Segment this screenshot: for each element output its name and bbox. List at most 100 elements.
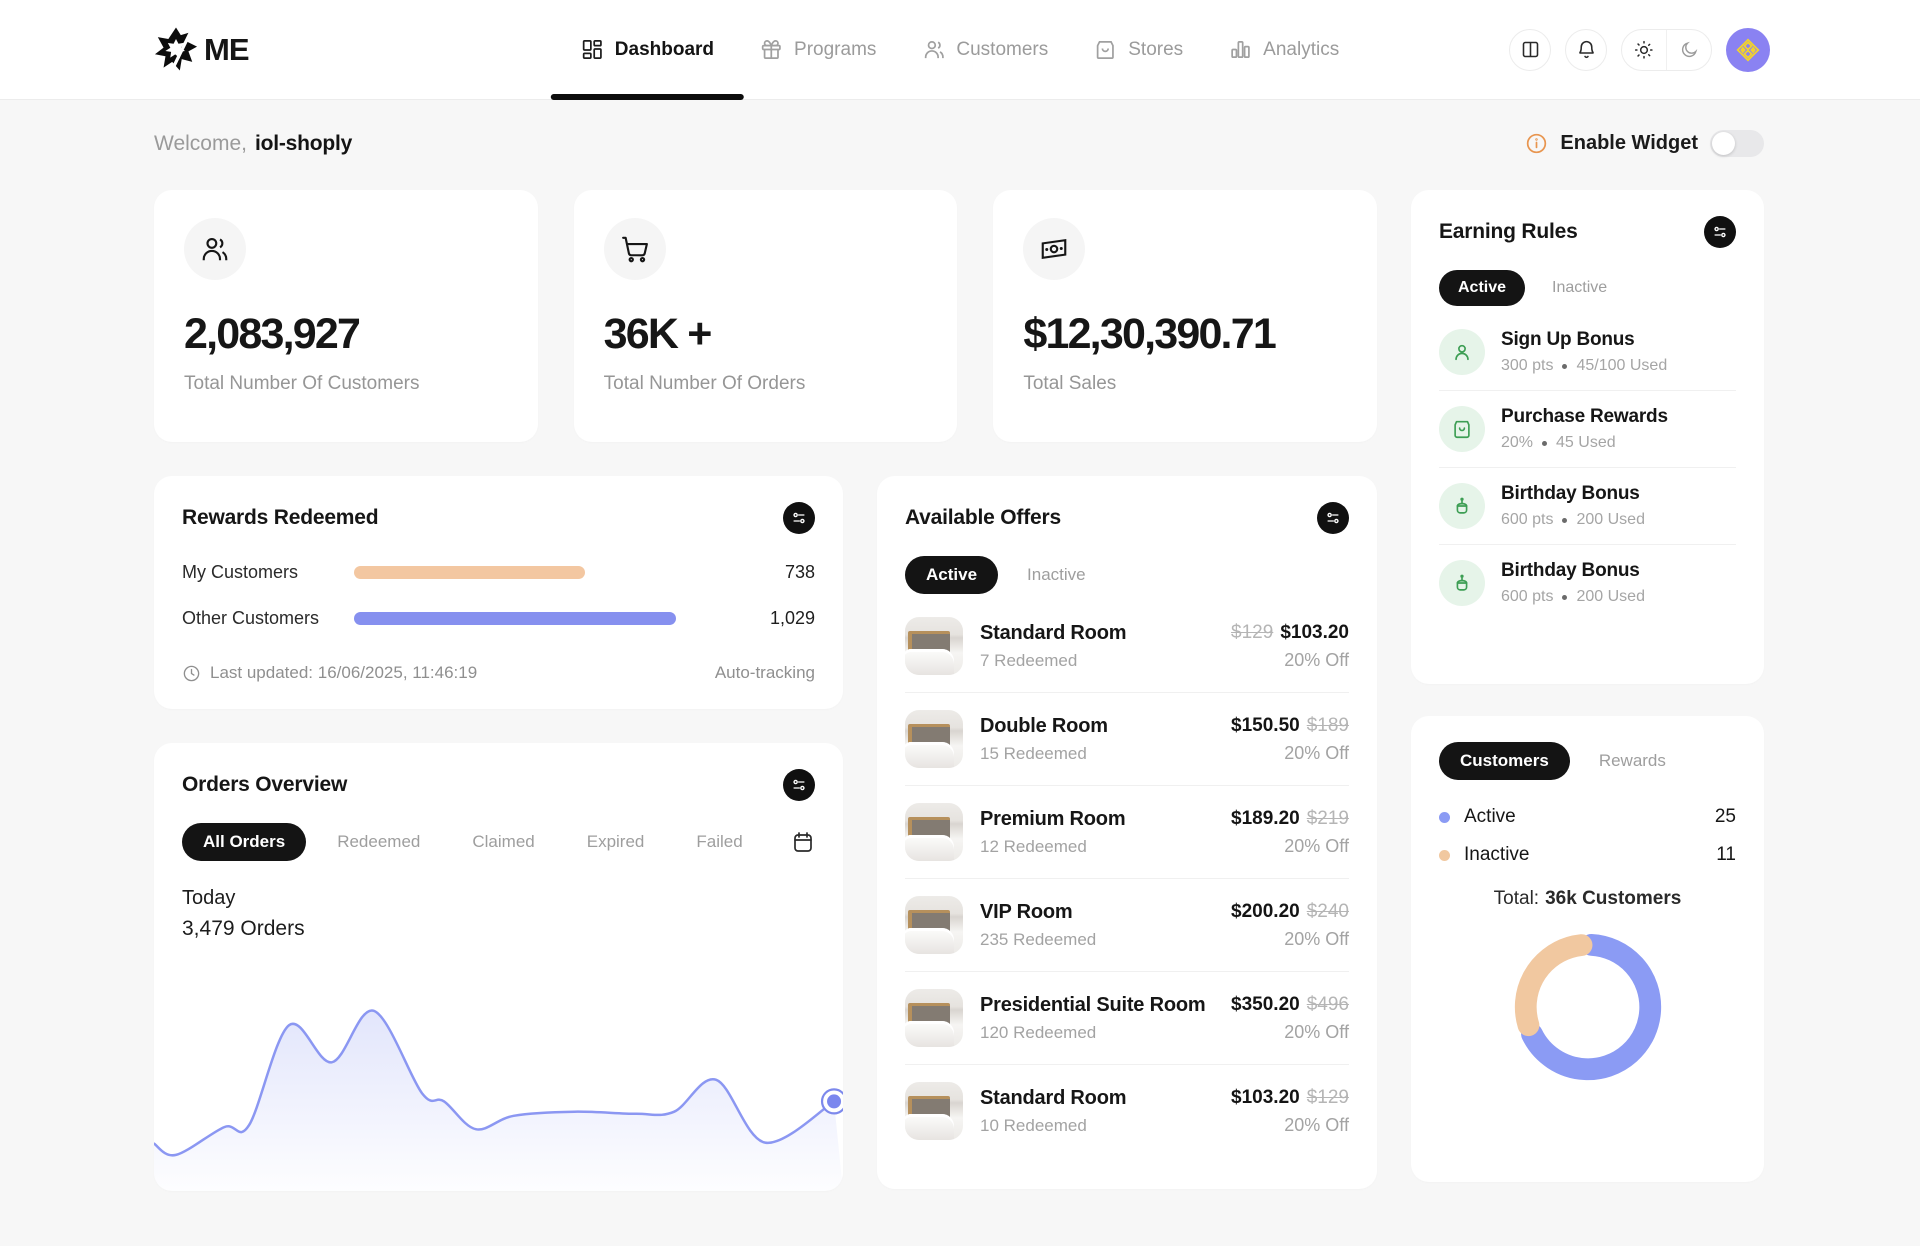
legend-row: Active 25 [1439,806,1736,828]
offer-info: Standard Room 10 Redeemed [980,1087,1126,1136]
reward-row: My Customers 738 [182,562,815,583]
stat-value: 2,083,927 [184,310,361,358]
nav-item[interactable]: Programs [760,0,876,99]
earning-rule-row: Birthday Bonus 600 pts 200 Used [1439,468,1736,545]
customers-stat-icon [202,237,228,261]
orders-card-header: Orders Overview [182,769,815,801]
offers-tab[interactable]: Inactive [1027,565,1086,584]
calendar-button[interactable] [791,830,815,854]
earning-tab[interactable]: Active [1439,270,1526,306]
offer-row[interactable]: Presidential Suite Room 120 Redeemed $35… [905,972,1349,1065]
light-mode-button[interactable] [1622,30,1666,70]
dark-mode-button[interactable] [1666,29,1711,70]
orders-count: 3,479 Orders [182,917,305,940]
offer-price-line: $103.20 $129 [1224,1087,1349,1109]
rewards-settings-button[interactable] [783,502,815,534]
offer-discount: 20% Off [1284,835,1349,856]
orders-tab[interactable]: Failed [696,832,743,851]
offer-row[interactable]: VIP Room 235 Redeemed $200.20 $240 20% Of… [905,879,1349,972]
orders-period-label: Today [182,887,236,909]
orders-tab[interactable]: All Orders [182,823,307,861]
left-column: Rewards Redeemed My Customers [154,476,843,1191]
rule-points: 300 pts [1501,357,1554,374]
rewards-redeemed-card: Rewards Redeemed My Customers [154,476,843,709]
offers-tab[interactable]: Active [905,556,999,594]
offer-info: VIP Room 235 Redeemed [980,901,1096,950]
rewards-title: Rewards Redeemed [182,506,379,529]
earning-settings-button[interactable] [1704,216,1736,248]
rule-points: 600 pts [1501,511,1554,528]
orders-tab[interactable]: Expired [586,832,645,851]
offer-row[interactable]: Premium Room 12 Redeemed $189.20 $219 20%… [905,786,1349,879]
offer-price-line: $189.20 $219 [1224,808,1349,830]
rule-name: Purchase Rewards [1501,406,1668,427]
notifications-button[interactable] [1565,28,1607,71]
donut-inactive-segment [1514,933,1661,1081]
orders-overview-card: Orders Overview All Orders Redeemed Claime… [154,743,843,1191]
reward-bar-track [354,566,747,579]
offer-price-a: $189.20 [1231,807,1300,829]
offer-list: Standard Room 7 Redeemed $129 $103.20 20%… [905,600,1349,1157]
nav-item[interactable]: Customers [922,0,1048,99]
auto-tracking-label: Auto-tracking [714,663,815,682]
dot-separator [1542,440,1548,446]
avatar-diamond-icon [1736,37,1760,62]
offer-price-line: $350.20 $496 [1224,994,1349,1016]
legend-label: Inactive [1464,844,1530,865]
rule-text: Purchase Rewards 20% 45 Used [1501,406,1668,452]
offer-row[interactable]: Standard Room 7 Redeemed $129 $103.20 20%… [905,600,1349,693]
offer-price-line: $150.50 $189 [1224,715,1349,737]
reward-row-value: 738 [784,562,815,582]
offer-info: Double Room 15 Redeemed [980,715,1108,764]
rule-points: 20% [1501,434,1534,451]
customers-tab[interactable]: Rewards [1598,751,1666,770]
offer-price-block: $129 $103.20 20% Off [1224,622,1349,671]
chart-end-marker-dot [827,1094,842,1109]
rule-name: Birthday Bonus [1501,483,1640,504]
offer-redeemed-count: 235 Redeemed [980,929,1097,949]
offer-row[interactable]: Standard Room 10 Redeemed $103.20 $129 20… [905,1065,1349,1157]
nav-item[interactable]: Dashboard [550,0,745,100]
offer-price-block: $350.20 $496 20% Off [1224,994,1349,1043]
reward-bar [354,566,586,579]
rule-used: 45/100 Used [1576,357,1668,374]
orders-settings-button[interactable] [783,769,815,801]
orders-tabs-row: All Orders Redeemed Claimed Expired Failed [182,823,815,861]
earning-rules-card: Earning Rules Active Inactive [1411,190,1764,684]
room-thumbnail [905,617,963,675]
offer-discount: 20% Off [1284,928,1349,949]
offers-settings-button[interactable] [1317,502,1349,534]
offer-price-block: $189.20 $219 20% Off [1224,808,1349,857]
offer-name: Double Room [980,714,1108,737]
reward-row-label: My Customers [182,562,299,582]
nav-item-label: Customers [956,38,1049,60]
legend-row: Inactive 11 [1439,844,1736,866]
rule-icon-circle [1439,406,1485,452]
rule-name: Sign Up Bonus [1501,329,1635,350]
nav-item[interactable]: Analytics [1229,0,1339,99]
rule-used: 45 Used [1556,434,1616,451]
customers-tab[interactable]: Customers [1439,742,1570,780]
offer-price-b: $189 [1306,714,1349,736]
offer-row[interactable]: Double Room 15 Redeemed $150.50 $189 20% … [905,693,1349,786]
offer-price-a: $350.20 [1231,993,1300,1015]
offer-price-block: $103.20 $129 20% Off [1224,1087,1349,1136]
rule-name: Birthday Bonus [1501,560,1640,581]
nav-item[interactable]: Stores [1094,0,1183,99]
earning-tab[interactable]: Inactive [1552,279,1608,296]
panel-toggle-button[interactable] [1509,28,1551,71]
app-logo[interactable]: ME [154,26,249,73]
customers-widget-card: Customers Rewards Active 25 Inactive 11 [1411,716,1764,1182]
total-prefix: Total: [1493,888,1540,909]
total-value: 36k Customers [1545,888,1682,909]
rule-sub: 600 pts 200 Used [1501,588,1645,606]
offer-name: Standard Room [980,621,1127,644]
orders-tab[interactable]: Redeemed [337,832,421,851]
orders-title: Orders Overview [182,773,348,796]
reward-bar [354,612,677,625]
stat-label: Total Number Of Orders [603,373,806,394]
user-avatar[interactable] [1726,27,1770,72]
offer-price-b: $240 [1306,900,1349,922]
enable-widget-toggle[interactable] [1710,130,1764,157]
orders-tab[interactable]: Claimed [472,832,535,851]
